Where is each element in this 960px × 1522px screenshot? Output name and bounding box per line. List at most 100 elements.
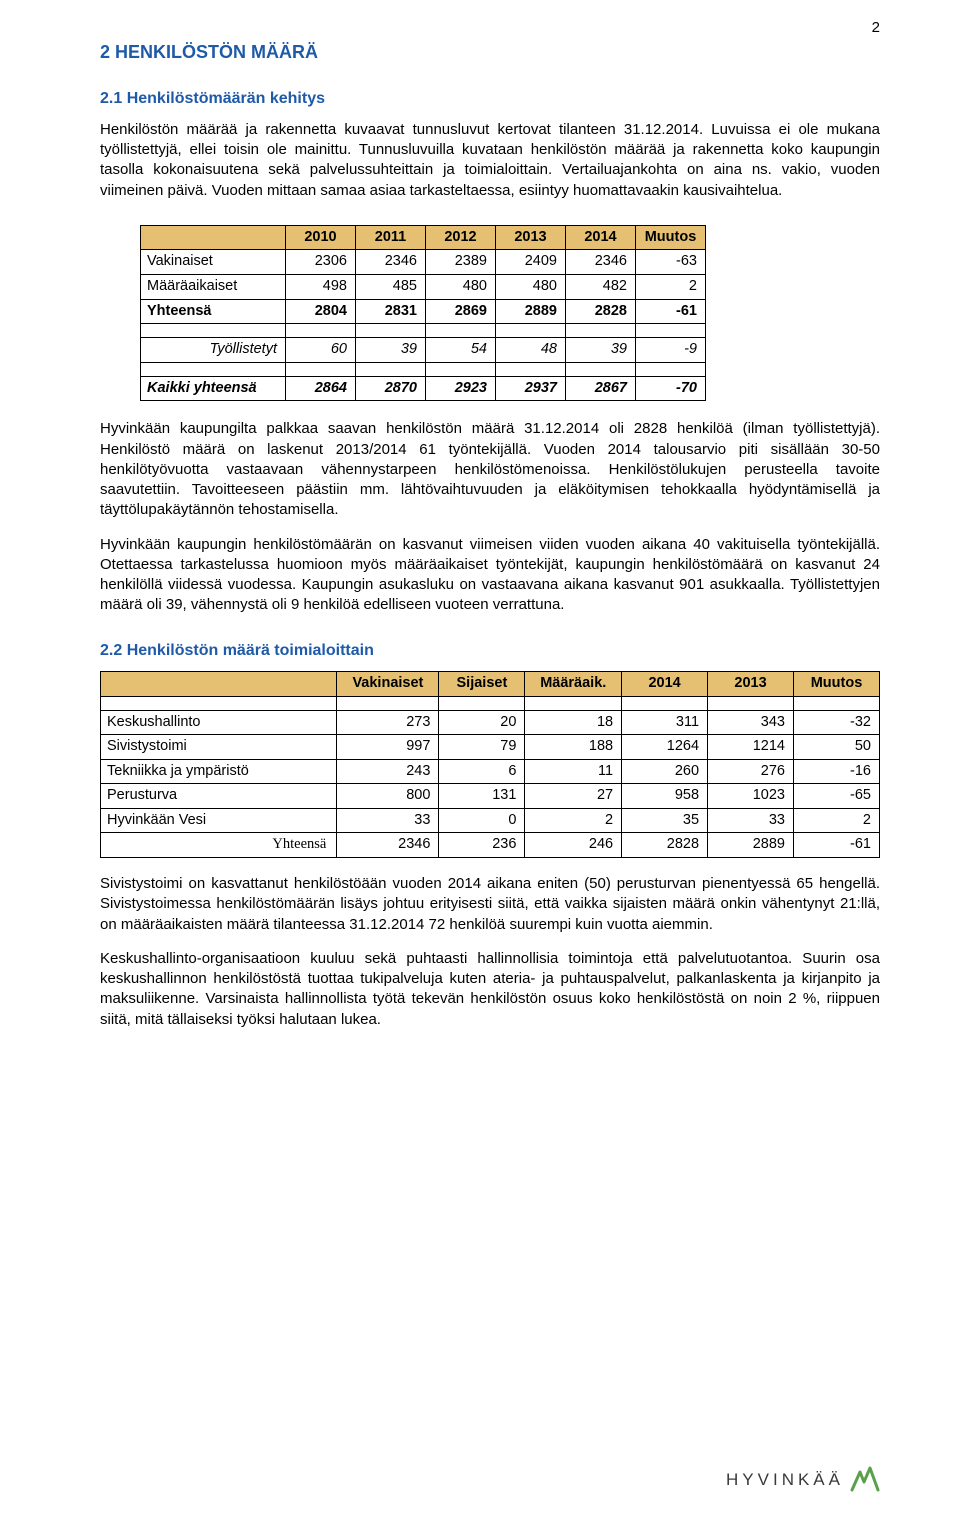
- table2-row: Keskushallinto 273 20 18 311 343 -32: [101, 710, 880, 735]
- cell: -61: [636, 299, 706, 324]
- cell: -65: [794, 784, 880, 809]
- cell: 2923: [426, 376, 496, 401]
- table1-row-vakinaiset: Vakinaiset 2306 2346 2389 2409 2346 -63: [141, 250, 706, 275]
- cell: 54: [426, 338, 496, 363]
- cell: 480: [496, 275, 566, 300]
- cell: 48: [496, 338, 566, 363]
- paragraph-3: Hyvinkään kaupungin henkilöstömäärän on …: [100, 535, 880, 616]
- cell: -70: [636, 376, 706, 401]
- table1-h-2010: 2010: [286, 225, 356, 250]
- table1-wrap: 2010 2011 2012 2013 2014 Muutos Vakinais…: [140, 225, 880, 401]
- cell: 2389: [426, 250, 496, 275]
- cell: 2409: [496, 250, 566, 275]
- cell-label: Vakinaiset: [141, 250, 286, 275]
- cell-label: Sivistystoimi: [101, 735, 337, 760]
- cell: 0: [439, 808, 525, 833]
- table2-row: Sivistystoimi 997 79 188 1264 1214 50: [101, 735, 880, 760]
- cell: 480: [426, 275, 496, 300]
- table2-h-2013: 2013: [708, 672, 794, 697]
- cell: 2864: [286, 376, 356, 401]
- cell: 243: [337, 759, 439, 784]
- cell: 2: [794, 808, 880, 833]
- table1-row-tyollistetyt: Työllistetyt 60 39 54 48 39 -9: [141, 338, 706, 363]
- cell: 39: [566, 338, 636, 363]
- page-number: 2: [872, 18, 880, 38]
- table2-h-muutos: Muutos: [794, 672, 880, 697]
- cell: 997: [337, 735, 439, 760]
- table2-h-sijaiset: Sijaiset: [439, 672, 525, 697]
- paragraph-2: Hyvinkään kaupungilta palkkaa saavan hen…: [100, 419, 880, 520]
- table1-h-2012: 2012: [426, 225, 496, 250]
- cell: 246: [525, 833, 622, 858]
- cell: -63: [636, 250, 706, 275]
- cell: 2867: [566, 376, 636, 401]
- subsection-2-1-title: 2.1 Henkilöstömäärän kehitys: [100, 88, 880, 110]
- hyvinkaa-logo-icon: [850, 1466, 880, 1494]
- cell: 2346: [337, 833, 439, 858]
- table2-spacer: [101, 696, 880, 710]
- table2-corner: [101, 672, 337, 697]
- cell: 958: [622, 784, 708, 809]
- table1-row-kaikki: Kaikki yhteensä 2864 2870 2923 2937 2867…: [141, 376, 706, 401]
- cell: 33: [708, 808, 794, 833]
- footer-logo: HYVINKÄÄ: [726, 1466, 880, 1494]
- cell: 2869: [426, 299, 496, 324]
- cell: 2346: [356, 250, 426, 275]
- cell-label: Määräaikaiset: [141, 275, 286, 300]
- cell-label: Työllistetyt: [141, 338, 286, 363]
- cell: 236: [439, 833, 525, 858]
- cell: 18: [525, 710, 622, 735]
- table2-header-row: Vakinaiset Sijaiset Määräaik. 2014 2013 …: [101, 672, 880, 697]
- cell: 2889: [496, 299, 566, 324]
- intro-paragraph: Henkilöstön määrää ja rakennetta kuvaava…: [100, 120, 880, 201]
- cell: 343: [708, 710, 794, 735]
- cell: 50: [794, 735, 880, 760]
- cell: 273: [337, 710, 439, 735]
- paragraph-5: Keskushallinto-organisaatioon kuuluu sek…: [100, 949, 880, 1030]
- cell: 6: [439, 759, 525, 784]
- cell: 2889: [708, 833, 794, 858]
- table2-row: Hyvinkään Vesi 33 0 2 35 33 2: [101, 808, 880, 833]
- subsection-2-2-title: 2.2 Henkilöstön määrä toimialoittain: [100, 640, 880, 662]
- table1-spacer: [141, 324, 706, 338]
- cell-label: Yhteensä: [101, 833, 337, 858]
- table2-row: Tekniikka ja ympäristö 243 6 11 260 276 …: [101, 759, 880, 784]
- cell: 2870: [356, 376, 426, 401]
- cell-label: Kaikki yhteensä: [141, 376, 286, 401]
- table1-h-2014: 2014: [566, 225, 636, 250]
- cell: 20: [439, 710, 525, 735]
- cell-label: Yhteensä: [141, 299, 286, 324]
- cell: 1023: [708, 784, 794, 809]
- table1-corner: [141, 225, 286, 250]
- cell: 485: [356, 275, 426, 300]
- cell: 39: [356, 338, 426, 363]
- cell: 1214: [708, 735, 794, 760]
- table1-spacer2: [141, 362, 706, 376]
- cell: 276: [708, 759, 794, 784]
- cell: 2937: [496, 376, 566, 401]
- table1-h-2011: 2011: [356, 225, 426, 250]
- cell: 260: [622, 759, 708, 784]
- cell-label: Hyvinkään Vesi: [101, 808, 337, 833]
- cell: 800: [337, 784, 439, 809]
- cell: 2: [636, 275, 706, 300]
- cell: 2346: [566, 250, 636, 275]
- cell: -9: [636, 338, 706, 363]
- table2: Vakinaiset Sijaiset Määräaik. 2014 2013 …: [100, 671, 880, 858]
- cell: 498: [286, 275, 356, 300]
- cell: 131: [439, 784, 525, 809]
- table1-header-row: 2010 2011 2012 2013 2014 Muutos: [141, 225, 706, 250]
- page: 2 2 HENKILÖSTÖN MÄÄRÄ 2.1 Henkilöstömäär…: [0, 0, 960, 1522]
- footer-logo-text: HYVINKÄÄ: [726, 1469, 844, 1492]
- table1: 2010 2011 2012 2013 2014 Muutos Vakinais…: [140, 225, 706, 401]
- cell: 188: [525, 735, 622, 760]
- table2-h-vakinaiset: Vakinaiset: [337, 672, 439, 697]
- table1-h-2013: 2013: [496, 225, 566, 250]
- cell: 2: [525, 808, 622, 833]
- cell-label: Perusturva: [101, 784, 337, 809]
- cell: 482: [566, 275, 636, 300]
- table1-h-muutos: Muutos: [636, 225, 706, 250]
- cell: 2828: [566, 299, 636, 324]
- cell-label: Keskushallinto: [101, 710, 337, 735]
- cell: 35: [622, 808, 708, 833]
